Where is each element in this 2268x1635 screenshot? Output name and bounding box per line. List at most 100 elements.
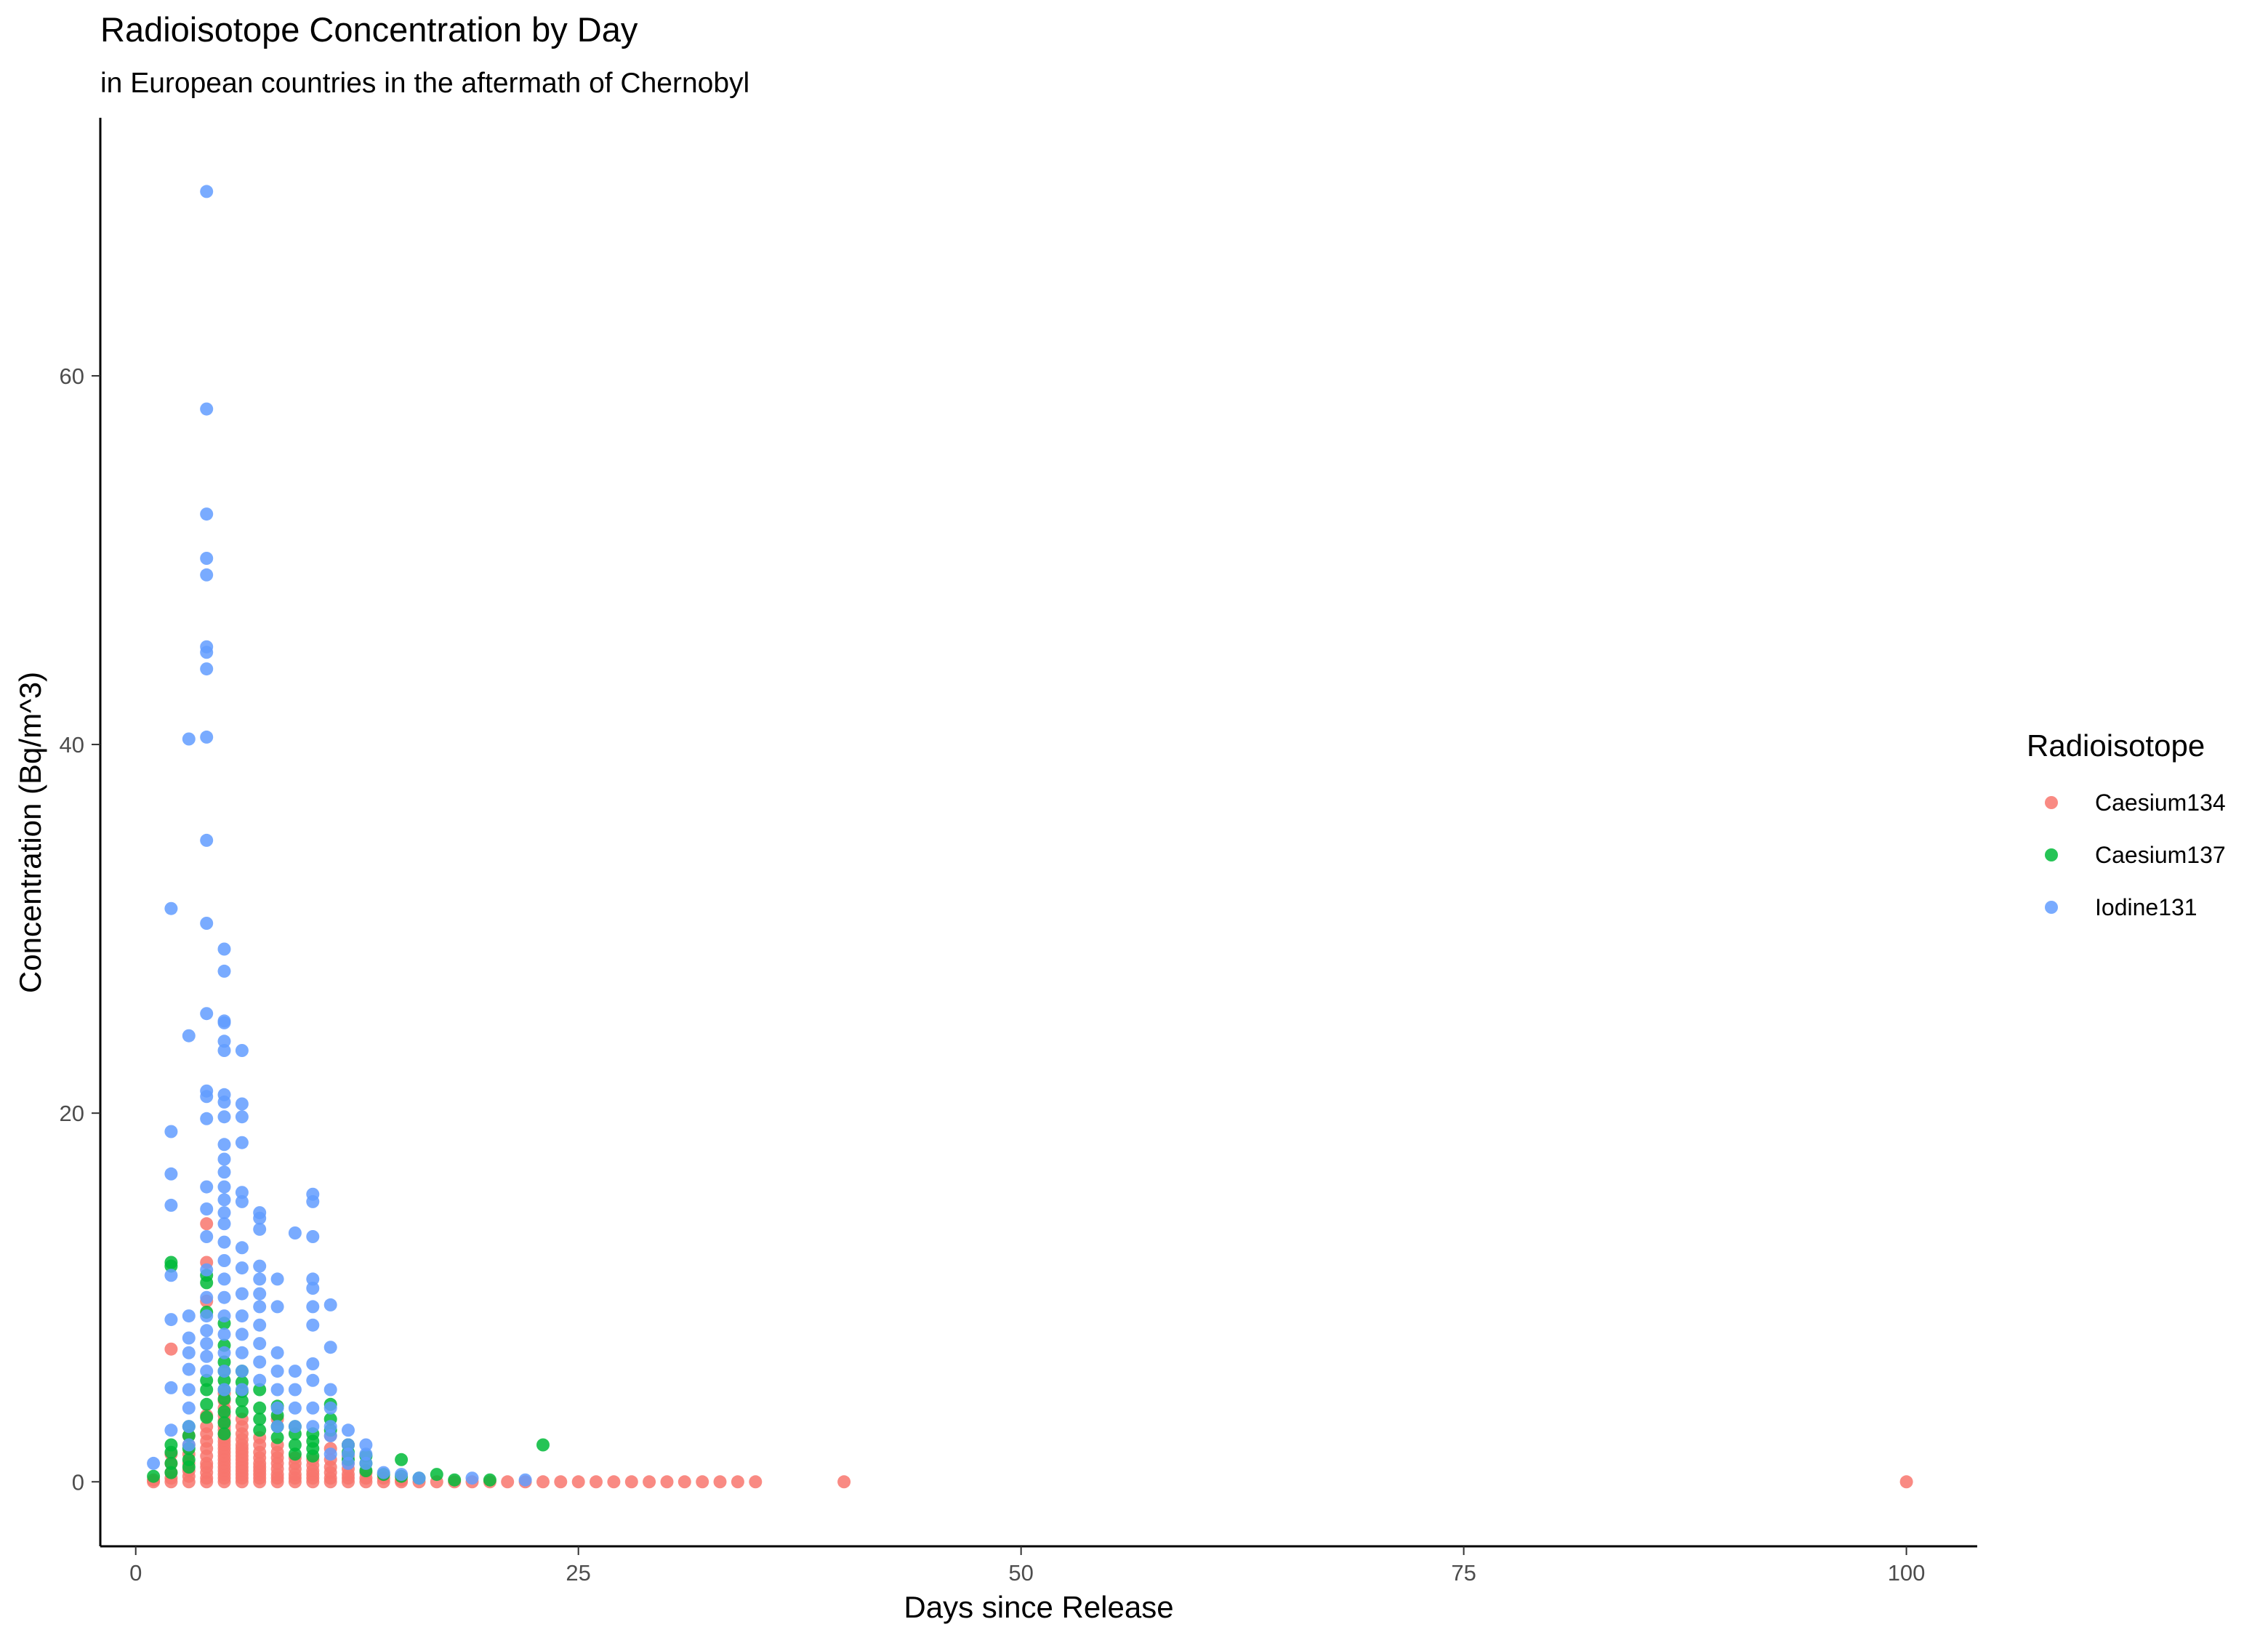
y-tick-label-0: 0	[72, 1469, 84, 1495]
data-point-iodine131-80	[235, 1110, 249, 1124]
x-tick-label-100: 100	[1888, 1560, 1926, 1586]
data-point-iodine131-11	[182, 1401, 196, 1415]
data-point-iodine131-19	[200, 1365, 214, 1378]
legend-label-iodine131: Iodine131	[2095, 894, 2197, 920]
data-point-caesium134-136	[749, 1475, 763, 1489]
data-point-iodine131-34	[200, 833, 214, 847]
data-point-iodine131-75	[235, 1261, 249, 1275]
data-point-iodine131-3	[164, 1313, 178, 1327]
data-point-caesium137-12	[200, 1410, 214, 1424]
data-point-iodine131-76	[235, 1241, 249, 1255]
data-point-iodine131-123	[323, 1298, 337, 1311]
data-point-caesium137-24	[217, 1373, 231, 1387]
data-point-caesium137-66	[536, 1438, 550, 1452]
data-point-iodine131-122	[323, 1341, 337, 1354]
data-point-iodine131-89	[253, 1272, 267, 1286]
chart-title: Radioisotope Concentration by Day	[100, 10, 638, 49]
data-point-iodine131-18	[182, 732, 196, 746]
data-point-iodine131-2	[164, 1381, 178, 1394]
data-point-caesium137-63	[430, 1468, 443, 1482]
data-point-caesium137-1	[164, 1466, 178, 1479]
data-point-iodine131-96	[270, 1383, 284, 1397]
data-point-iodine131-64	[217, 1035, 231, 1048]
data-point-caesium137-6	[164, 1256, 178, 1269]
legend-key-caesium137	[2045, 848, 2058, 861]
data-point-iodine131-17	[182, 1029, 196, 1043]
data-point-caesium137-26	[217, 1355, 231, 1369]
data-point-iodine131-7	[164, 1125, 178, 1138]
data-point-iodine131-26	[200, 1230, 214, 1243]
data-point-iodine131-120	[323, 1401, 337, 1415]
data-point-caesium134-138	[1899, 1475, 1913, 1489]
data-point-iodine131-59	[217, 1138, 231, 1152]
data-point-iodine131-32	[200, 1007, 214, 1021]
data-point-caesium134-134	[713, 1475, 727, 1489]
data-point-iodine131-90	[253, 1259, 267, 1273]
data-point-caesium134-137	[837, 1475, 851, 1489]
data-point-iodine131-49	[217, 1290, 231, 1304]
data-point-caesium134-122	[501, 1475, 515, 1489]
data-point-iodine131-47	[217, 1327, 231, 1341]
data-point-iodine131-77	[235, 1194, 249, 1208]
data-point-iodine131-85	[253, 1337, 267, 1351]
data-point-caesium137-15	[200, 1373, 214, 1387]
data-point-iodine131-105	[288, 1226, 302, 1240]
data-point-iodine131-45	[217, 1365, 231, 1378]
data-point-caesium137-20	[217, 1416, 231, 1430]
data-point-caesium134-125	[554, 1475, 568, 1489]
y-tick-label-20: 20	[60, 1101, 84, 1126]
x-axis-ticks: 0 25 50 75 100	[129, 1546, 1925, 1586]
data-point-iodine131-106	[306, 1420, 320, 1434]
data-point-iodine131-36	[200, 662, 214, 676]
data-point-iodine131-73	[235, 1309, 249, 1323]
x-tick-label-75: 75	[1451, 1560, 1476, 1586]
data-point-iodine131-55	[217, 1193, 231, 1207]
data-point-iodine131-91	[253, 1222, 267, 1236]
y-axis-title: Concentration (Bq/m^3)	[13, 672, 47, 993]
data-point-iodine131-63	[217, 1044, 231, 1057]
data-point-caesium137-14	[200, 1383, 214, 1397]
data-point-caesium134-135	[731, 1475, 744, 1489]
legend-key-caesium134	[2045, 796, 2058, 809]
data-point-iodine131-118	[323, 1429, 337, 1442]
legend-title: Radioisotope	[2027, 728, 2205, 763]
data-point-iodine131-126	[342, 1438, 355, 1452]
data-point-caesium134-132	[677, 1475, 691, 1489]
data-point-caesium137-22	[217, 1392, 231, 1406]
data-point-iodine131-35	[200, 730, 214, 744]
data-point-iodine131-114	[306, 1230, 320, 1243]
data-point-iodine131-53	[217, 1217, 231, 1231]
data-point-iodine131-33	[200, 917, 214, 930]
data-point-iodine131-129	[359, 1447, 373, 1461]
data-point-iodine131-14	[182, 1346, 196, 1359]
data-point-iodine131-48	[217, 1309, 231, 1323]
data-point-caesium134-124	[536, 1475, 550, 1489]
data-point-caesium137-42	[288, 1447, 302, 1461]
data-point-iodine131-27	[200, 1202, 214, 1216]
data-point-iodine131-6	[164, 1167, 178, 1181]
y-tick-label-60: 60	[60, 363, 84, 389]
data-point-iodine131-42	[200, 402, 214, 416]
legend-label-caesium137: Caesium137	[2095, 842, 2226, 868]
data-point-iodine131-9	[182, 1438, 196, 1452]
data-point-iodine131-57	[217, 1165, 231, 1179]
data-point-iodine131-132	[395, 1468, 409, 1482]
data-point-iodine131-101	[288, 1420, 302, 1434]
x-axis-title: Days since Release	[904, 1590, 1173, 1624]
data-point-caesium134-28	[200, 1217, 214, 1231]
data-point-caesium137-8	[182, 1453, 196, 1466]
data-point-iodine131-39	[200, 568, 214, 582]
data-point-caesium134-129	[624, 1475, 638, 1489]
data-point-iodine131-24	[200, 1290, 214, 1304]
data-point-iodine131-116	[306, 1187, 320, 1201]
data-point-iodine131-113	[306, 1272, 320, 1286]
data-point-caesium137-36	[253, 1401, 267, 1415]
data-point-caesium137-38	[270, 1431, 284, 1445]
data-point-iodine131-78	[235, 1186, 249, 1200]
x-tick-label-50: 50	[1008, 1560, 1033, 1586]
data-point-iodine131-15	[182, 1331, 196, 1345]
data-point-iodine131-74	[235, 1287, 249, 1301]
data-point-caesium134-130	[643, 1475, 656, 1489]
data-point-iodine131-104	[288, 1365, 302, 1378]
data-point-caesium137-0	[147, 1469, 161, 1483]
